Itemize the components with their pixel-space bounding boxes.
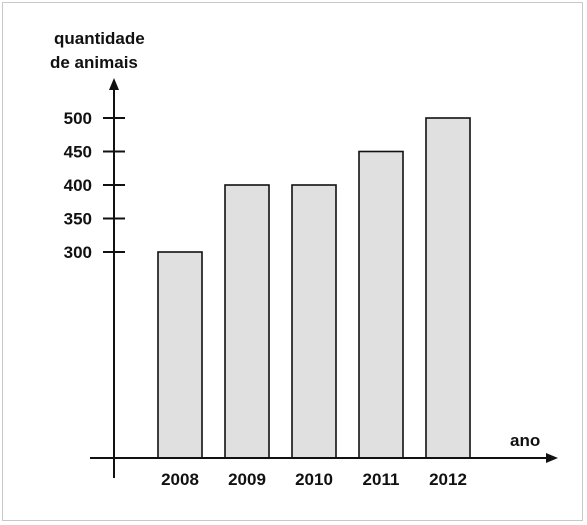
y-axis-arrow [109,78,119,90]
x-axis-arrow [546,453,558,463]
x-tick-label-2012: 2012 [429,470,467,489]
y-tick-label-350: 350 [64,210,92,229]
x-tick-label-2008: 2008 [161,470,199,489]
y-tick-label-300: 300 [64,243,92,262]
x-tick-label-2011: 2011 [363,470,400,489]
x-tick-label-2010: 2010 [295,470,333,489]
y-ticks-group: 300 350 400 450 500 [64,109,125,262]
bar-2008 [157,251,203,459]
x-axis-label: ano [510,431,540,450]
x-ticks-group: 2008 2009 2010 2011 2012 [161,470,467,489]
x-tick-label-2009: 2009 [228,470,266,489]
y-tick-label-500: 500 [64,109,92,128]
bar-2009 [224,184,270,459]
axes-group [90,78,558,478]
bar-2011 [358,150,404,459]
y-tick-label-400: 400 [64,176,92,195]
y-axis-label-line-1: quantidade [54,29,145,48]
bar-2010 [291,184,337,459]
y-tick-label-450: 450 [64,143,92,162]
bar-2012 [425,117,471,459]
bars-group [157,117,471,459]
y-axis-label-line-2: de animais [50,53,138,72]
